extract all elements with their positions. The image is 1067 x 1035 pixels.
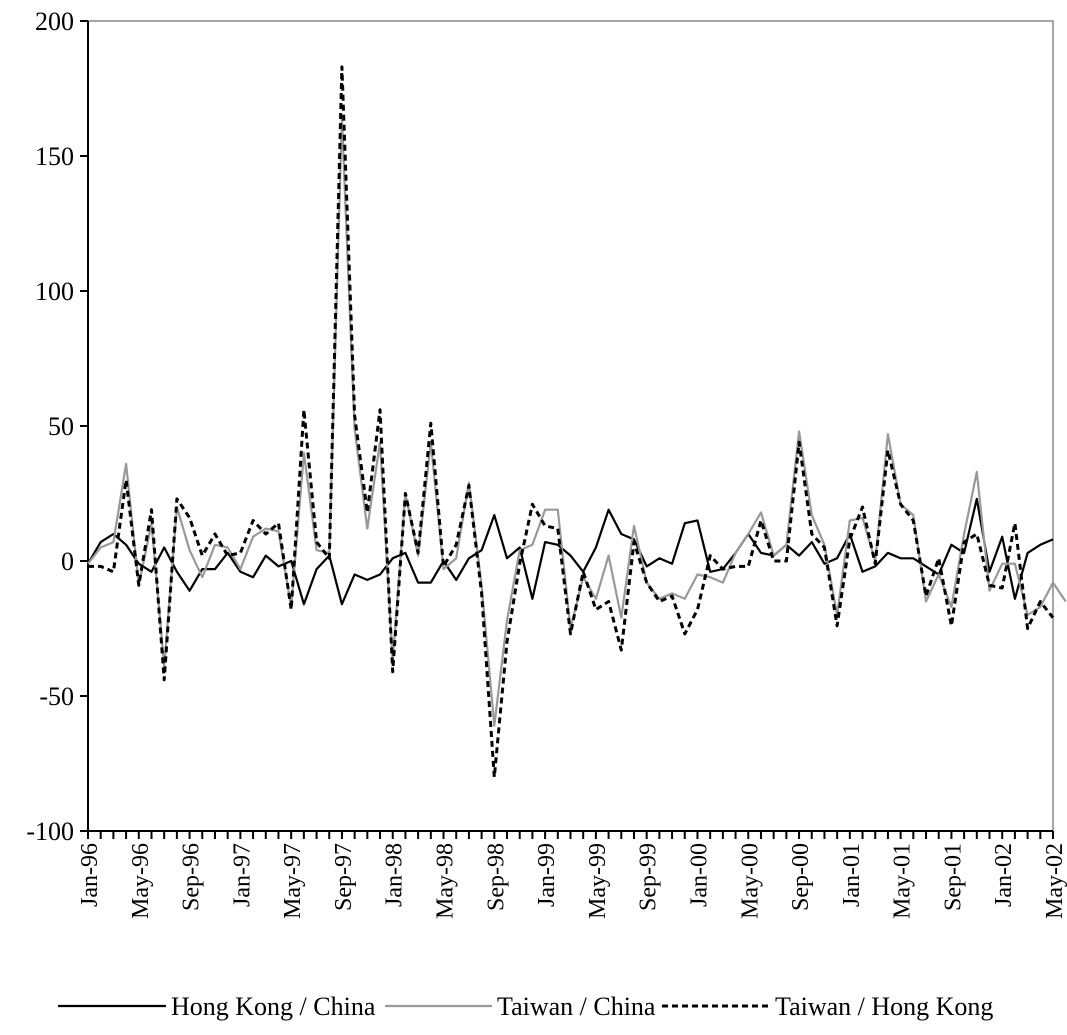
x-tick-label: May-96	[128, 843, 154, 919]
x-tick-label: Jan-02	[991, 843, 1017, 907]
x-tick-label: Jan-01	[839, 843, 865, 907]
x-tick-label: Sep-99	[636, 843, 662, 911]
x-tick-label: May-99	[585, 843, 611, 919]
y-tick-label: -100	[26, 817, 74, 846]
series-line-1	[87, 117, 1067, 727]
x-tick-label: Jan-97	[229, 843, 255, 907]
series-line-2	[88, 65, 1055, 779]
x-tick-label: Sep-96	[179, 843, 205, 911]
plot-frame	[87, 20, 1054, 832]
legend-label-2: Taiwan / Hong Kong	[775, 992, 993, 1021]
x-tick-label: May-97	[280, 843, 306, 919]
x-tick-label: Jan-98	[382, 843, 408, 907]
x-tick-label: May-02	[1042, 843, 1067, 919]
y-tick-label: 50	[48, 412, 74, 441]
x-tick-label: Sep-98	[483, 843, 509, 911]
x-tick-label: May-00	[737, 843, 763, 919]
series-layer	[87, 65, 1067, 779]
x-tick-label: Sep-00	[788, 843, 814, 911]
y-tick-label: -50	[39, 682, 74, 711]
legend-label-0: Hong Kong / China	[171, 992, 376, 1021]
y-tick-label: 100	[35, 277, 74, 306]
y-axis: -100 -50 0 50 100 150 200	[26, 7, 89, 846]
x-tick-label: Jan-96	[77, 843, 103, 907]
legend-label-1: Taiwan / China	[497, 992, 656, 1021]
y-tick-label: 200	[35, 7, 74, 36]
x-tick-label: May-98	[433, 843, 459, 919]
series-line-0	[87, 497, 1054, 606]
legend: Hong Kong / China Taiwan / China Taiwan / …	[58, 992, 993, 1021]
x-tick-label: Sep-01	[940, 843, 966, 911]
x-tick-label: Jan-99	[534, 843, 560, 907]
y-tick-label: 0	[61, 547, 74, 576]
x-tick-label: Jan-00	[686, 843, 712, 907]
x-tick-label: Sep-97	[331, 843, 357, 911]
y-tick-label: 150	[35, 142, 74, 171]
x-tick-label: May-01	[890, 843, 916, 919]
x-axis: Jan-96 May-96 Sep-96 Jan-97 May-97 Sep-97 Jan-…	[77, 830, 1067, 919]
